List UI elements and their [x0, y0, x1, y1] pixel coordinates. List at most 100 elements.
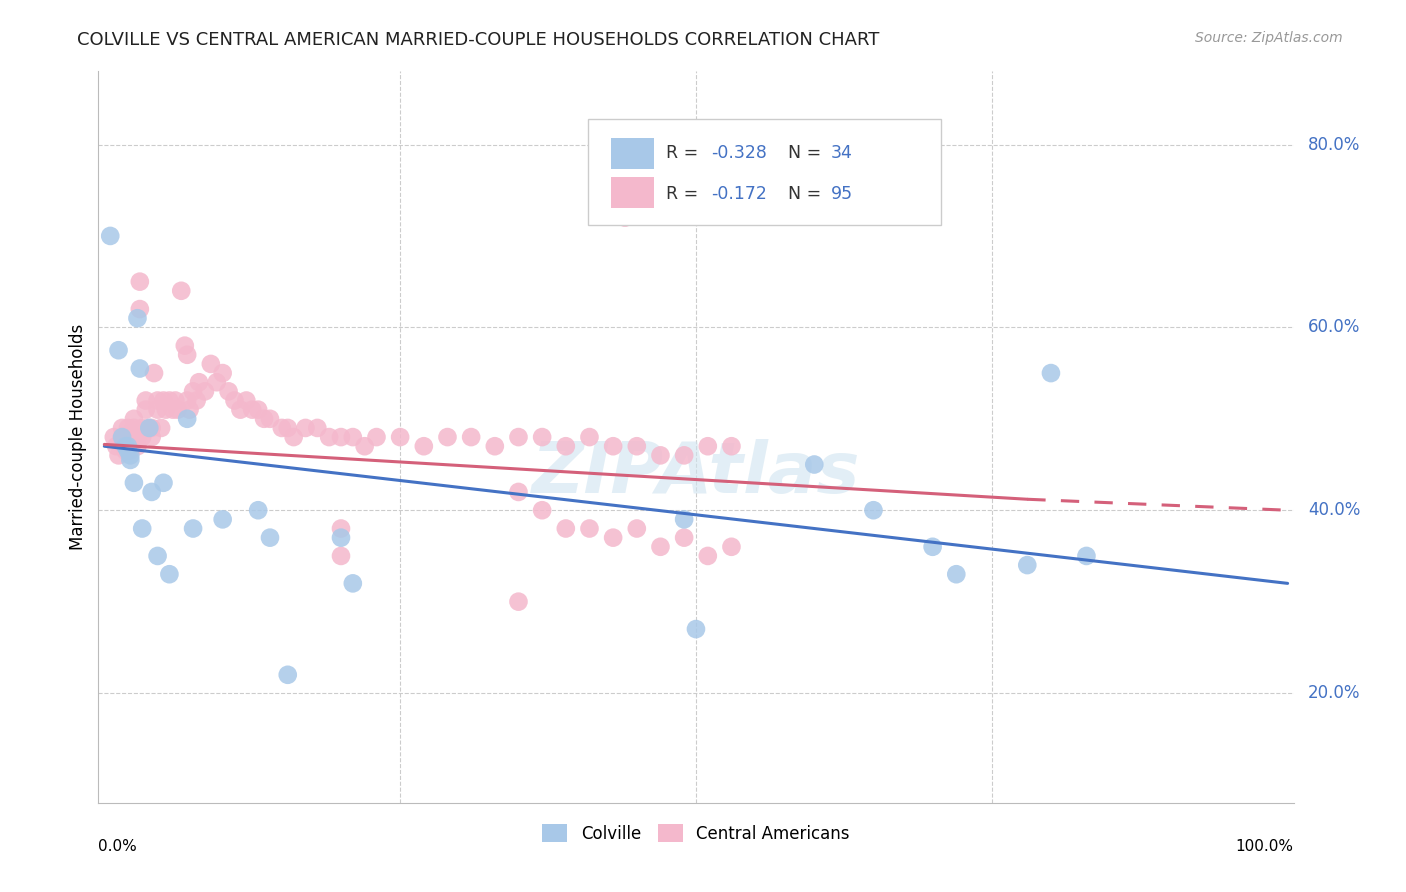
- Point: [122, 475, 145, 490]
- Point: [460, 430, 482, 444]
- Point: [673, 531, 696, 545]
- Text: N =: N =: [787, 185, 827, 202]
- Point: [330, 521, 353, 535]
- Point: [200, 357, 222, 371]
- Point: [122, 430, 145, 444]
- Point: [330, 531, 353, 545]
- Point: [162, 402, 184, 417]
- Point: [179, 402, 201, 417]
- Point: [862, 503, 884, 517]
- Point: [554, 439, 576, 453]
- Point: [120, 434, 142, 449]
- Point: [614, 211, 637, 225]
- Point: [508, 430, 530, 444]
- Point: [120, 443, 142, 458]
- Point: [170, 284, 193, 298]
- Point: [166, 402, 188, 417]
- Point: [353, 439, 375, 453]
- Point: [107, 343, 129, 358]
- Point: [152, 475, 174, 490]
- Point: [105, 439, 128, 453]
- Point: [122, 412, 145, 426]
- Text: 40.0%: 40.0%: [1308, 501, 1360, 519]
- Point: [277, 667, 299, 681]
- Point: [247, 402, 270, 417]
- Point: [131, 421, 153, 435]
- Text: COLVILLE VS CENTRAL AMERICAN MARRIED-COUPLE HOUSEHOLDS CORRELATION CHART: COLVILLE VS CENTRAL AMERICAN MARRIED-COU…: [77, 31, 880, 49]
- Point: [294, 421, 316, 435]
- Point: [98, 229, 121, 244]
- Point: [283, 430, 305, 444]
- Point: [945, 567, 967, 582]
- Point: [107, 448, 129, 462]
- Point: [224, 393, 246, 408]
- Bar: [612, 138, 654, 169]
- Point: [554, 521, 576, 535]
- Point: [127, 430, 149, 444]
- Point: [111, 430, 134, 444]
- Point: [259, 531, 281, 545]
- Point: [155, 402, 177, 417]
- Point: [696, 549, 718, 563]
- Point: [141, 485, 163, 500]
- Point: [389, 430, 412, 444]
- Point: [181, 384, 204, 399]
- Point: [128, 275, 150, 289]
- Text: 0.0%: 0.0%: [98, 839, 138, 855]
- Point: [602, 439, 624, 453]
- Point: [626, 521, 648, 535]
- Point: [141, 430, 163, 444]
- Text: R =: R =: [666, 185, 704, 202]
- Point: [1039, 366, 1062, 380]
- Point: [141, 421, 163, 435]
- Point: [531, 430, 554, 444]
- Point: [277, 421, 299, 435]
- Point: [146, 402, 169, 417]
- Point: [531, 503, 554, 517]
- Point: [211, 366, 233, 380]
- Point: [247, 503, 270, 517]
- Point: [318, 430, 340, 444]
- Point: [211, 512, 233, 526]
- Point: [1017, 558, 1039, 573]
- Point: [484, 439, 506, 453]
- Point: [602, 531, 624, 545]
- Point: [366, 430, 388, 444]
- Point: [131, 430, 153, 444]
- Point: [176, 412, 198, 426]
- Text: -0.172: -0.172: [711, 185, 768, 202]
- Point: [240, 402, 263, 417]
- Point: [111, 421, 134, 435]
- Text: 34: 34: [831, 145, 853, 162]
- Point: [508, 485, 530, 500]
- Point: [152, 393, 174, 408]
- Point: [218, 384, 240, 399]
- Point: [720, 540, 742, 554]
- Text: Source: ZipAtlas.com: Source: ZipAtlas.com: [1195, 31, 1343, 45]
- Point: [229, 402, 252, 417]
- Point: [259, 412, 281, 426]
- Point: [626, 439, 648, 453]
- Point: [117, 443, 139, 458]
- Point: [150, 421, 173, 435]
- Point: [117, 430, 139, 444]
- Text: R =: R =: [666, 145, 704, 162]
- Point: [128, 302, 150, 317]
- Text: 80.0%: 80.0%: [1308, 136, 1360, 153]
- Point: [128, 361, 150, 376]
- Text: 95: 95: [831, 185, 853, 202]
- Point: [114, 443, 136, 458]
- Point: [650, 448, 672, 462]
- Point: [803, 458, 825, 472]
- Point: [181, 521, 204, 535]
- Point: [122, 421, 145, 435]
- Text: 100.0%: 100.0%: [1236, 839, 1294, 855]
- Point: [127, 311, 149, 326]
- Point: [685, 622, 707, 636]
- Point: [186, 393, 208, 408]
- Point: [103, 430, 125, 444]
- Point: [1076, 549, 1098, 563]
- Point: [138, 421, 160, 435]
- Y-axis label: Married-couple Households: Married-couple Households: [69, 324, 87, 550]
- Point: [120, 448, 142, 462]
